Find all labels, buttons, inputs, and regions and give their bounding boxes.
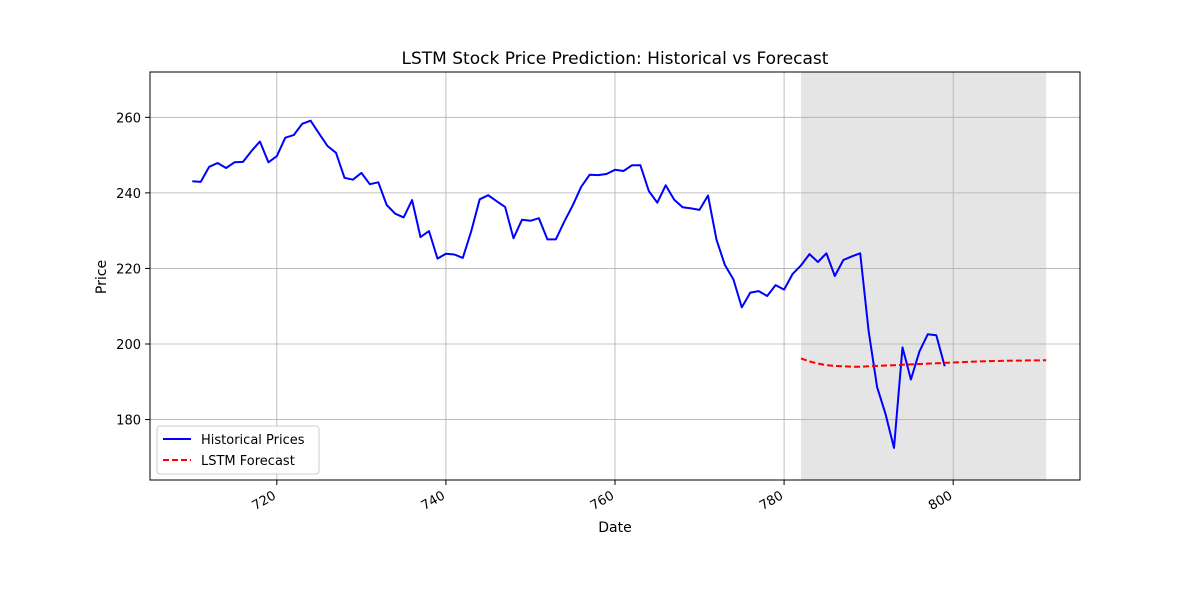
y-axis-label: Price xyxy=(94,260,110,294)
chart-title: LSTM Stock Price Prediction: Historical … xyxy=(402,49,829,69)
historical-prices-line xyxy=(192,119,946,449)
legend-forecast-label: LSTM Forecast xyxy=(201,454,295,469)
legend-box xyxy=(156,425,320,475)
y-tick-label: 180 xyxy=(116,414,141,429)
legend-historical-label: Historical Prices xyxy=(201,433,305,448)
legend: Historical Prices LSTM Forecast xyxy=(156,425,320,475)
y-tick-label: 200 xyxy=(116,338,141,353)
forecast-shaded-region xyxy=(801,72,1047,480)
x-axis-label: Date xyxy=(598,520,631,536)
lstm-forecast-line xyxy=(800,357,1047,368)
y-tick-label: 260 xyxy=(116,111,141,126)
y-tick-label: 220 xyxy=(116,262,141,277)
y-tick-label: 240 xyxy=(116,187,141,202)
